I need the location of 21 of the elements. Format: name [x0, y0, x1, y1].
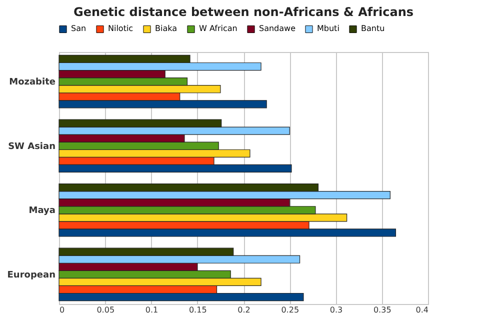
x-tick-label: 0.25	[281, 306, 300, 314]
legend-label: Sandawe	[259, 24, 296, 34]
legend-label: Nilotic	[108, 24, 134, 34]
x-tick-label: 0.3	[330, 306, 343, 314]
legend-label: Biaka	[155, 24, 178, 34]
legend-label: W African	[199, 24, 238, 34]
x-tick-label: 0.15	[188, 306, 207, 314]
legend-label: Bantu	[361, 24, 385, 34]
x-tick-label: 0.2	[238, 306, 250, 314]
legend-label: Mbuti	[317, 24, 340, 34]
x-tick-label: 0	[60, 306, 65, 314]
x-tick-label: 0.05	[96, 306, 115, 314]
chart-title: Genetic distance between non-Africans & Africans	[73, 5, 414, 19]
y-tick-label: Mozabite	[9, 78, 56, 88]
x-tick-label: 0.4	[416, 306, 428, 314]
y-tick-label: European	[7, 270, 56, 280]
x-tick-label: 0.35	[373, 306, 392, 314]
y-tick-label: Maya	[28, 206, 56, 216]
legend-label: San	[71, 24, 86, 34]
x-tick-label: 0.1	[145, 306, 158, 314]
y-tick-label: SW Asian	[8, 142, 56, 152]
